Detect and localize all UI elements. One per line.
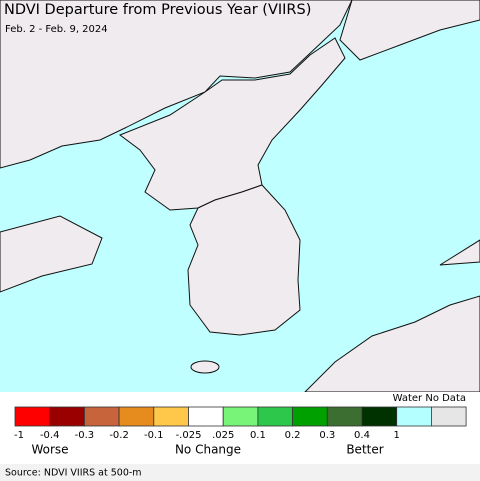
title: NDVI Departure from Previous Year (VIIRS… [4, 2, 311, 18]
legend-swatch [84, 406, 120, 427]
legend-tick-label: -.025 [176, 430, 202, 441]
legend-swatch [257, 406, 293, 427]
legend-swatch [188, 406, 224, 427]
legend-tick-label: 0.4 [354, 430, 370, 441]
legend-tick-label: -1 [14, 430, 24, 441]
legend-tick-label: 0.3 [319, 430, 335, 441]
china-land [0, 0, 353, 169]
water-label: Water No Data [393, 393, 466, 404]
legend-swatch [430, 406, 467, 427]
legend-swatch [292, 406, 328, 427]
north-korea [118, 37, 346, 211]
jeju [190, 360, 220, 374]
legend-tick-label: -0.4 [40, 430, 60, 441]
shandong [0, 215, 103, 293]
legend-swatch [361, 406, 398, 427]
legend-group-label: Better [346, 443, 383, 457]
russia-coast [339, 0, 480, 61]
legend-tick-label: -0.1 [144, 430, 164, 441]
japan-north [439, 239, 480, 266]
legend-tick-label: -0.2 [109, 430, 129, 441]
legend-group-label: No Change [175, 443, 241, 457]
legend-tick-label: .025 [212, 430, 234, 441]
legend-group-label: Worse [31, 443, 68, 457]
legend-swatch [49, 406, 85, 427]
south-korea [187, 184, 301, 336]
legend-tick-label: -0.3 [75, 430, 95, 441]
legend: -1 -0.4 -0.3 -0.2 -0.1 -.025 .025 0.1 0.2 0.3 0.4 1… [14, 406, 467, 457]
legend-swatch [222, 406, 259, 427]
legend-tick-label: 0.2 [285, 430, 301, 441]
legend-swatch [14, 406, 51, 427]
source: Source: NDVI VIIRS at 500-m [5, 468, 142, 479]
subtitle: Feb. 2 - Feb. 9, 2024 [5, 24, 108, 35]
footer [0, 464, 480, 481]
legend-swatch [326, 406, 363, 427]
legend-swatch [153, 406, 189, 427]
map [0, 0, 480, 393]
legend-swatch [396, 406, 432, 427]
legend-tick-label: 0.1 [250, 430, 266, 441]
japan [303, 295, 480, 393]
legend-swatch [118, 406, 155, 427]
legend-tick-label: 1 [394, 430, 400, 441]
